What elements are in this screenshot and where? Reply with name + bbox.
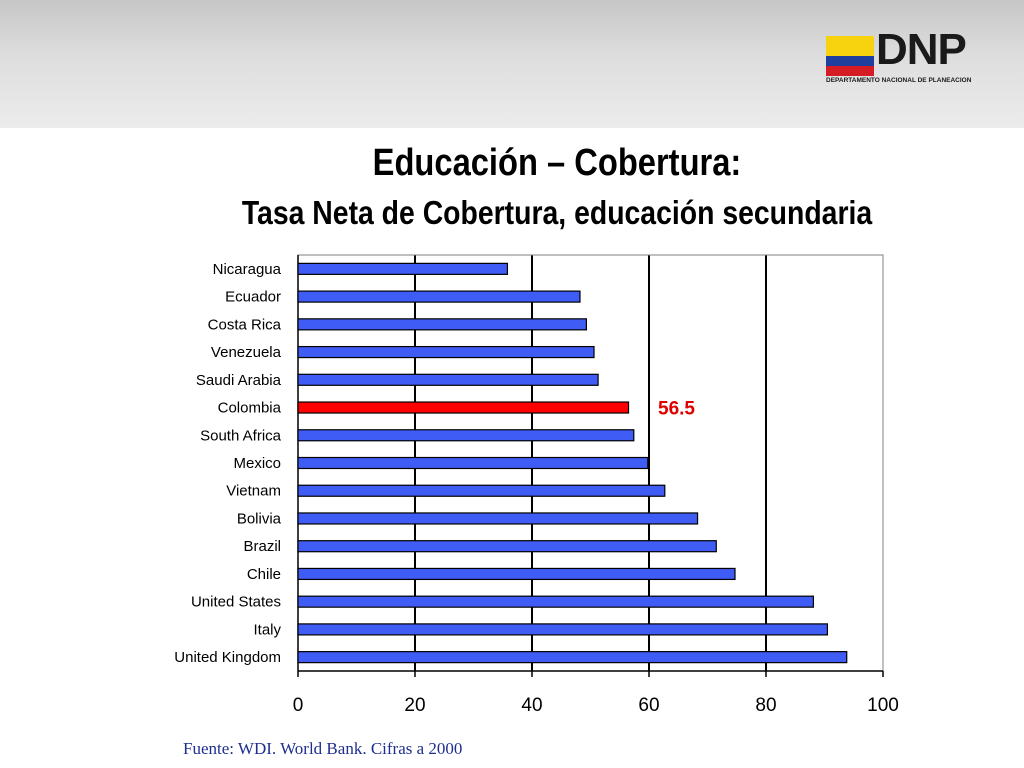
category-label: Colombia [218,400,282,417]
x-tick-label: 20 [404,695,425,716]
category-label: United Kingdom [174,649,281,666]
bar [297,429,635,442]
category-label: Vietnam [226,483,281,500]
bar [297,345,595,359]
x-tick-label: 80 [755,695,776,716]
category-label: Chile [247,566,281,583]
category-label: Mexico [233,455,281,472]
category-label: Venezuela [211,344,282,361]
x-tick-label: 0 [293,695,304,716]
x-tick-label: 40 [521,695,542,716]
bar [297,484,666,497]
category-label: Saudi Arabia [196,372,282,389]
category-label: Nicaragua [213,261,282,278]
x-tick-label: 100 [867,695,899,716]
data-label: 56.5 [658,399,695,420]
bar-highlighted [297,401,630,414]
flag-red-stripe [826,66,874,76]
bar [297,595,814,608]
bar [297,651,848,664]
bar [297,318,588,331]
bar [297,623,829,636]
logo-subtitle: DEPARTAMENTO NACIONAL DE PLANEACION [826,77,972,84]
bar [297,290,581,303]
category-label: South Africa [200,427,282,444]
colombia-flag-icon [826,36,874,76]
category-label: Brazil [243,538,281,555]
slide-title: Educación – Cobertura: [372,142,742,184]
bar [297,262,509,275]
dnp-logo: DNP DEPARTAMENTO NACIONAL DE PLANEACION [826,28,1006,92]
category-label: United States [191,594,281,611]
flag-yellow-stripe [826,36,874,56]
logo-text: DNP [876,25,967,74]
flag-blue-stripe [826,56,874,66]
bar [297,512,699,525]
slide-subtitle: Tasa Neta de Cobertura, educación secund… [241,194,873,231]
source-note: Fuente: WDI. World Bank. Cifras a 2000 [183,739,463,758]
category-label: Ecuador [225,289,281,306]
x-tick-label: 60 [638,695,659,716]
bar [297,456,649,470]
bar [297,567,736,581]
bar [297,540,717,553]
category-label: Italy [253,621,281,638]
category-label: Costa Rica [208,316,282,333]
bar [297,373,599,386]
category-label: Bolivia [237,510,282,527]
